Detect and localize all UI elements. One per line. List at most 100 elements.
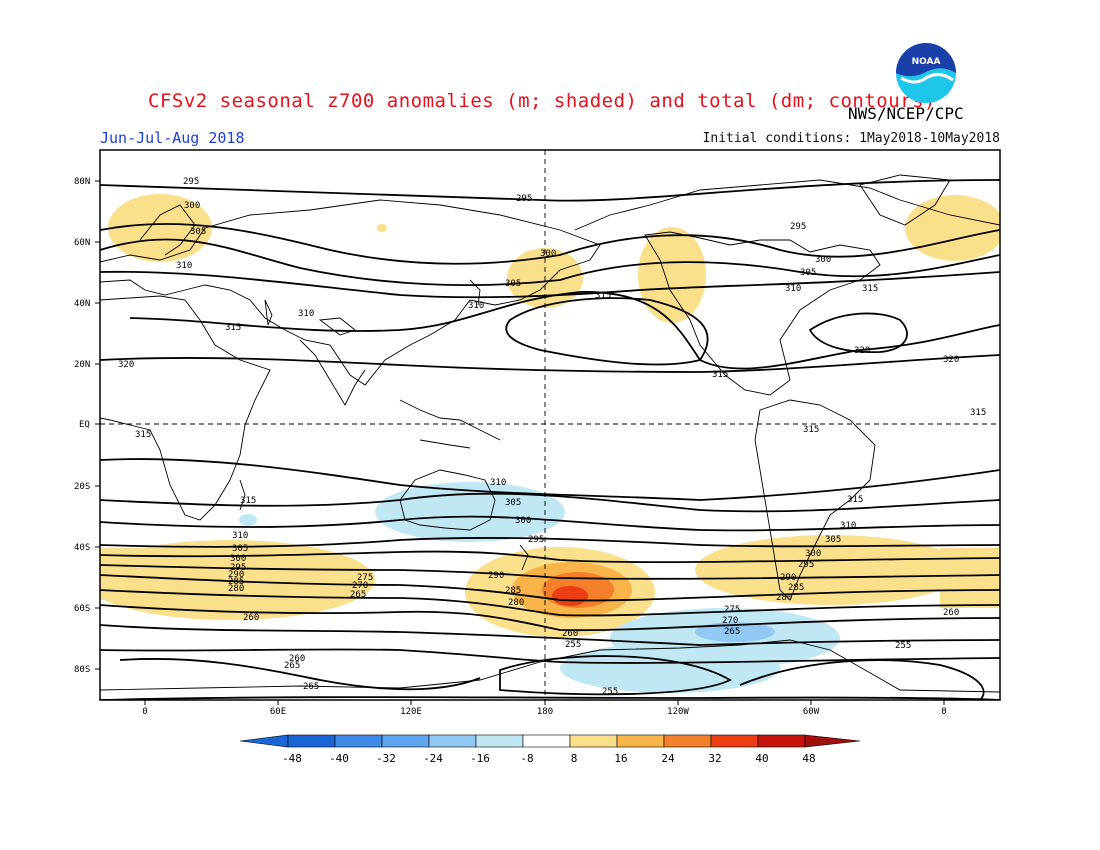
colorbar-label: 16 — [614, 752, 627, 765]
lon-label-0: 0 — [142, 707, 147, 717]
contour-label-315: 315 — [970, 408, 986, 418]
colorbar-swatch — [287, 734, 336, 748]
lat-label-60n: 60N — [74, 238, 90, 248]
noaa-logo: NOAA — [896, 43, 956, 103]
contour-label-275: 275 — [357, 573, 373, 583]
lat-label-20n: 20N — [74, 360, 90, 370]
colorbar-label: -24 — [423, 752, 443, 765]
colorbar-label: -32 — [376, 752, 396, 765]
contour-label-320: 320 — [943, 355, 959, 365]
contour-label-290: 290 — [780, 573, 796, 583]
colorbar-label: -8 — [520, 752, 533, 765]
anomaly-pos-west-na — [638, 227, 706, 323]
contour-label-280: 280 — [228, 584, 244, 594]
contour-label-260: 260 — [562, 629, 578, 639]
contour-label-315: 315 — [862, 284, 878, 294]
contour-label-305: 305 — [825, 535, 841, 545]
contour-label-320: 320 — [854, 346, 870, 356]
contour-label-305: 305 — [190, 227, 206, 237]
contour-label-315: 315 — [240, 496, 256, 506]
lat-label-80s: 80S — [74, 665, 90, 675]
contour-label-295: 295 — [230, 563, 246, 573]
contour-label-260: 260 — [289, 654, 305, 664]
contour-label-295: 295 — [183, 177, 199, 187]
lon-label-120e: 120E — [400, 707, 422, 717]
lat-label-40s: 40S — [74, 543, 90, 553]
contour-label-305: 305 — [800, 268, 816, 278]
contour-label-270: 270 — [352, 581, 368, 591]
anomaly-shading — [100, 194, 1000, 693]
coastlines — [100, 174, 1000, 693]
contour-label-310: 310 — [232, 531, 248, 541]
contour-label-310: 310 — [490, 478, 506, 488]
contour-label-300: 300 — [515, 516, 531, 526]
colorbar: -48 -40 -32 -24 -16 -8 8 16 24 32 40 48 — [239, 734, 861, 765]
colorbar-swatch — [569, 734, 618, 748]
lon-label-120w: 120W — [667, 707, 689, 717]
contour-label-300: 300 — [815, 255, 831, 265]
colorbar-swatch — [757, 734, 806, 748]
lon-label-0-east: 0 — [941, 707, 946, 717]
colorbar-label: 8 — [571, 752, 578, 765]
lat-label-80n: 80N — [74, 177, 90, 187]
contour-label-255: 255 — [602, 687, 618, 697]
contour-label-315: 315 — [712, 370, 728, 380]
agency-label: NWS/NCEP/CPC — [848, 104, 964, 123]
lat-label-eq: EQ — [79, 420, 90, 430]
contour-label-315: 315 — [847, 495, 863, 505]
chart-title: CFSv2 seasonal z700 anomalies (m; shaded… — [148, 90, 936, 112]
contour-label-265: 265 — [284, 661, 300, 671]
contour-label-310: 310 — [785, 284, 801, 294]
contour-label-305: 305 — [232, 544, 248, 554]
colorbar-right-arrow — [804, 734, 861, 748]
colorbar-label: 24 — [661, 752, 675, 765]
contour-label-260: 260 — [243, 613, 259, 623]
map-frame — [99, 149, 1001, 701]
lon-label-180: 180 — [537, 707, 553, 717]
contour-labels: 295 295 300 300 295 300 305 305 305 310 … — [118, 177, 986, 697]
colorbar-swatch — [334, 734, 383, 748]
colorbar-label: -16 — [470, 752, 490, 765]
contour-label-305: 305 — [505, 498, 521, 508]
season-label: Jun-Jul-Aug 2018 — [100, 129, 245, 147]
latitude-axis: 80N 60N 40N 20N EQ 20S 40S 60S 80S — [74, 177, 100, 675]
contour-label-315: 315 — [803, 425, 819, 435]
contour-label-265: 265 — [724, 627, 740, 637]
colorbar-swatch — [381, 734, 430, 748]
lat-label-60s: 60S — [74, 604, 90, 614]
height-contours — [100, 179, 1000, 700]
colorbar-left-arrow — [239, 734, 289, 748]
contour-label-315: 315 — [135, 430, 151, 440]
anomaly-pos-s-indian — [100, 540, 375, 620]
contour-label-300: 300 — [805, 549, 821, 559]
anomaly-pos-europe — [108, 194, 212, 262]
colorbar-label: 48 — [802, 752, 815, 765]
contour-label-255: 255 — [565, 640, 581, 650]
contour-label-310: 310 — [176, 261, 192, 271]
contour-label-285: 285 — [788, 583, 804, 593]
longitude-axis: 0 60E 120E 180 120W 60W 0 — [142, 700, 947, 717]
colorbar-label: 32 — [708, 752, 721, 765]
contour-label-280: 280 — [508, 598, 524, 608]
lon-label-60e: 60E — [270, 707, 286, 717]
contour-label-265: 265 — [303, 682, 319, 692]
colorbar-label: -40 — [329, 752, 349, 765]
colorbar-swatch — [475, 734, 524, 748]
contour-label-295: 295 — [798, 560, 814, 570]
initial-conditions-label: Initial conditions: 1May2018-10May2018 — [702, 131, 1000, 146]
contour-label-300: 300 — [184, 201, 200, 211]
contour-label-265: 265 — [350, 590, 366, 600]
contour-label-300: 300 — [230, 554, 246, 564]
logo-text: NOAA — [912, 57, 941, 67]
contour-label-275: 275 — [724, 605, 740, 615]
contour-label-320: 320 — [118, 360, 134, 370]
contour-label-310: 310 — [468, 301, 484, 311]
lon-label-60w: 60W — [803, 707, 820, 717]
contour-label-290: 290 — [488, 571, 504, 581]
anomaly-pos-s-atlantic — [695, 535, 965, 605]
contour-label-315: 315 — [225, 323, 241, 333]
lat-label-40n: 40N — [74, 299, 90, 309]
contour-label-310: 310 — [298, 309, 314, 319]
contour-label-300: 300 — [540, 249, 556, 259]
